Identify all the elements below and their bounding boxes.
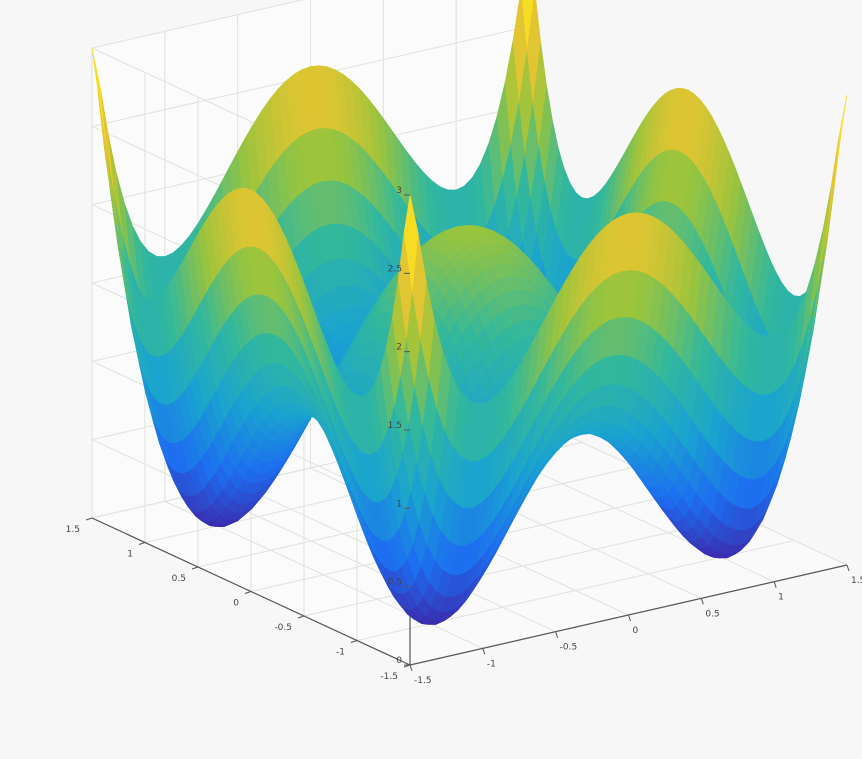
x-tick-mark [773,581,777,588]
y-tick-label: -1 [336,648,345,658]
x-tick-mark [482,648,486,655]
x-tick-label: -1.5 [414,676,432,686]
z-tick-label: 0 [396,656,402,666]
x-tick-label: -1 [487,659,496,669]
y-tick-mark [297,615,305,619]
z-tick-label: 1.5 [388,421,402,431]
y-tick-label: 0.5 [172,574,186,584]
x-tick-label: 0.5 [705,609,719,619]
x-tick-label: -0.5 [560,643,578,653]
tick-labels: -1.5 -1 -0.5 0 0.5 1 1.5 -1.5 -1 -0.5 0 0.5 1 1.5 0 0.5… [66,186,862,686]
z-tick-label: 3 [396,186,402,196]
y-tick-label: -0.5 [274,623,292,633]
x-tick-mark [700,598,704,605]
x-tick-label: 1 [778,593,784,603]
x-tick-mark [628,614,631,622]
x-tick-label: 1.5 [851,576,862,586]
x-tick-mark [409,664,413,672]
y-tick-mark [138,542,146,545]
x-tick-mark [555,631,559,638]
y-tick-label: 1.5 [66,525,80,535]
z-tick-label: 1 [396,499,402,509]
grid-line [91,0,305,49]
surface [91,0,848,625]
y-tick-mark [244,591,252,594]
y-tick-label: 0 [233,599,239,609]
y-tick-mark [191,566,199,570]
z-tick-label: 0.5 [388,578,402,588]
y-tick-mark [85,517,93,521]
x-tick-mark [846,564,850,572]
surface-patch [403,194,419,291]
z-tick-label: 2.5 [388,264,402,274]
grid-line [91,439,411,588]
z-tick-label: 2 [396,343,402,353]
y-tick-label: -1.5 [380,672,398,682]
y-tick-label: 1 [127,550,133,560]
grid-line [303,515,742,617]
y-tick-mark [350,640,358,643]
x-tick-label: 0 [633,626,639,636]
